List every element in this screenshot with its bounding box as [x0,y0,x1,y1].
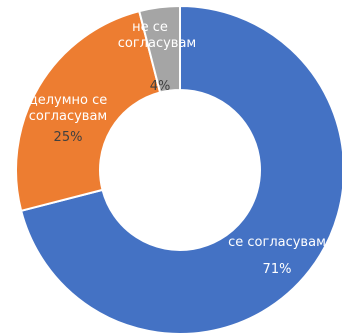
slice-value-label: 25% [54,130,83,145]
donut-slice-2 [137,4,181,94]
slice-label-line1: не се [132,20,168,35]
label-ne-se-soglasuvam: не се согласувам 4% [118,20,196,94]
donut-slices [15,4,342,335]
label-delumno-se-soglasuvam: делумно се согласувам 25% [29,93,108,145]
label-se-soglasuvam: се согласувам 71% [228,235,326,277]
slice-value-label: 71% [263,262,292,277]
slice-value-label: 4% [150,79,171,94]
donut-slice-1 [15,9,162,213]
slice-label-line1: делумно се [29,93,108,108]
slice-label-line2: согласувам [118,36,196,51]
donut-slice-0 [19,4,342,335]
slice-label-line2: согласувам [29,109,107,124]
slice-label: се согласувам [228,235,326,250]
